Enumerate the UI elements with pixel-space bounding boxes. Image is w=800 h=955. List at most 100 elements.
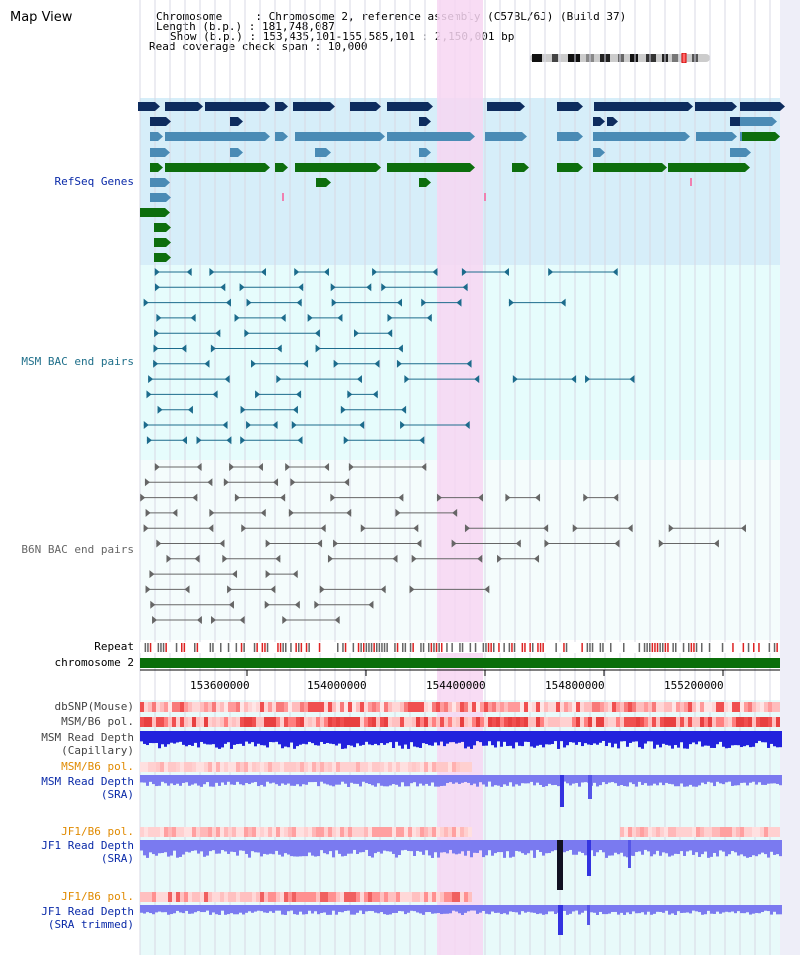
pol-cell [328,717,332,727]
depth-bar [350,840,353,854]
depth-bar [443,775,446,786]
msm-bac-pair-end [212,390,218,399]
depth-bar [752,731,755,747]
label-msm-b6-pol-1[interactable]: MSM/B6 pol. [61,715,134,728]
pol-cell [252,702,256,712]
depth-bar [281,905,284,915]
pol-cell [732,717,736,727]
depth-bar [248,731,251,744]
depth-bar [407,731,410,749]
pol-cell [776,717,780,727]
pol-cell [448,892,452,902]
depth-bar [539,775,542,785]
depth-bar [674,905,677,915]
b6n-bac-pair-end [452,508,458,517]
pol-cell [252,717,256,727]
msm-bac-pair-end [146,390,152,399]
pol-cell [144,702,148,712]
label-msm-b6-pol-2[interactable]: MSM/B6 pol. [61,760,134,773]
msm-bac-pair-end [400,421,406,429]
depth-spike [558,905,563,935]
depth-bar [647,775,650,786]
depth-bar [143,840,146,856]
pol-cell [740,827,744,837]
gene-arrow [238,148,243,157]
depth-bar [761,775,764,785]
msm-bac-pair-end [272,421,278,429]
b6n-bac-pairs [140,463,746,624]
pol-cell [700,717,704,727]
label-refseq-genes[interactable]: RefSeq Genes [54,175,134,188]
msm-bac-pair-end [372,268,378,276]
pol-cell [140,827,144,837]
pol-cell [420,702,424,712]
pol-cell [716,827,720,837]
depth-bar [683,840,686,856]
pol-cell [260,702,264,712]
depth-bar [434,731,437,743]
pol-cell [396,892,400,902]
depth-bar [605,731,608,747]
pol-cell [284,892,288,902]
pol-cell [240,717,244,727]
gene-arrow [326,178,331,187]
depth-bar [215,905,218,915]
depth-bar [584,731,587,744]
pol-cell [312,717,316,727]
label-jf1-b6-pol-1[interactable]: JF1/B6 pol. [61,825,134,838]
repeat-element [656,643,659,652]
depth-bar [524,731,527,742]
depth-bar [470,840,473,858]
repeat-element [461,643,464,652]
label-msm-depth-cap-1[interactable]: MSM Read Depth [41,731,134,744]
depth-bar [551,775,554,786]
pol-cell [308,702,312,712]
gene-arrow [283,102,288,111]
pol-cell [312,892,316,902]
label-msm-depth-sra-1[interactable]: MSM Read Depth [41,775,134,788]
label-jf1-b6-pol-2[interactable]: JF1/B6 pol. [61,890,134,903]
b6n-bac-pair-end [544,539,550,548]
b6n-bac-pair-end [192,493,198,502]
label-repeat[interactable]: Repeat [94,640,134,653]
label-b6n-bac[interactable]: B6N BAC end pairs [21,543,134,556]
depth-bar [701,905,704,915]
depth-bar [350,775,353,783]
depth-bar [602,840,605,853]
depth-bar [608,905,611,914]
repeat-element [412,643,414,652]
depth-bar [239,731,242,744]
b6n-bac-pair-end [227,585,233,594]
gene-arrow [376,102,381,111]
repeat-element [662,643,664,652]
msm-bac-pair-end [629,375,635,384]
depth-bar [155,905,158,913]
depth-bar [203,905,206,913]
pol-cell [460,827,464,837]
label-jf1-depth-trim-1[interactable]: JF1 Read Depth [41,905,134,918]
depth-bar [596,731,599,745]
depth-bar [638,905,641,914]
pol-cell [348,892,352,902]
depth-bar [413,905,416,912]
depth-bar [248,775,251,785]
b6n-bac-pair-end [478,493,484,502]
depth-bar [542,731,545,748]
depth-bar [455,905,458,912]
label-msm-bac[interactable]: MSM BAC end pairs [21,355,134,368]
pol-cell [424,762,428,772]
pol-cell [300,892,304,902]
depth-bar [218,775,221,786]
depth-bar [362,840,365,853]
pol-cell [264,717,268,727]
pol-cell [752,702,756,712]
repeat-element [451,643,453,652]
depth-bar [158,731,161,749]
gene-arrow [166,193,171,202]
pol-cell [756,717,760,727]
depth-bar [341,840,344,857]
label-jf1-depth-sra-1[interactable]: JF1 Read Depth [41,839,134,852]
label-dbsnp[interactable]: dbSNP(Mouse) [54,700,134,713]
depth-bar [710,731,713,748]
